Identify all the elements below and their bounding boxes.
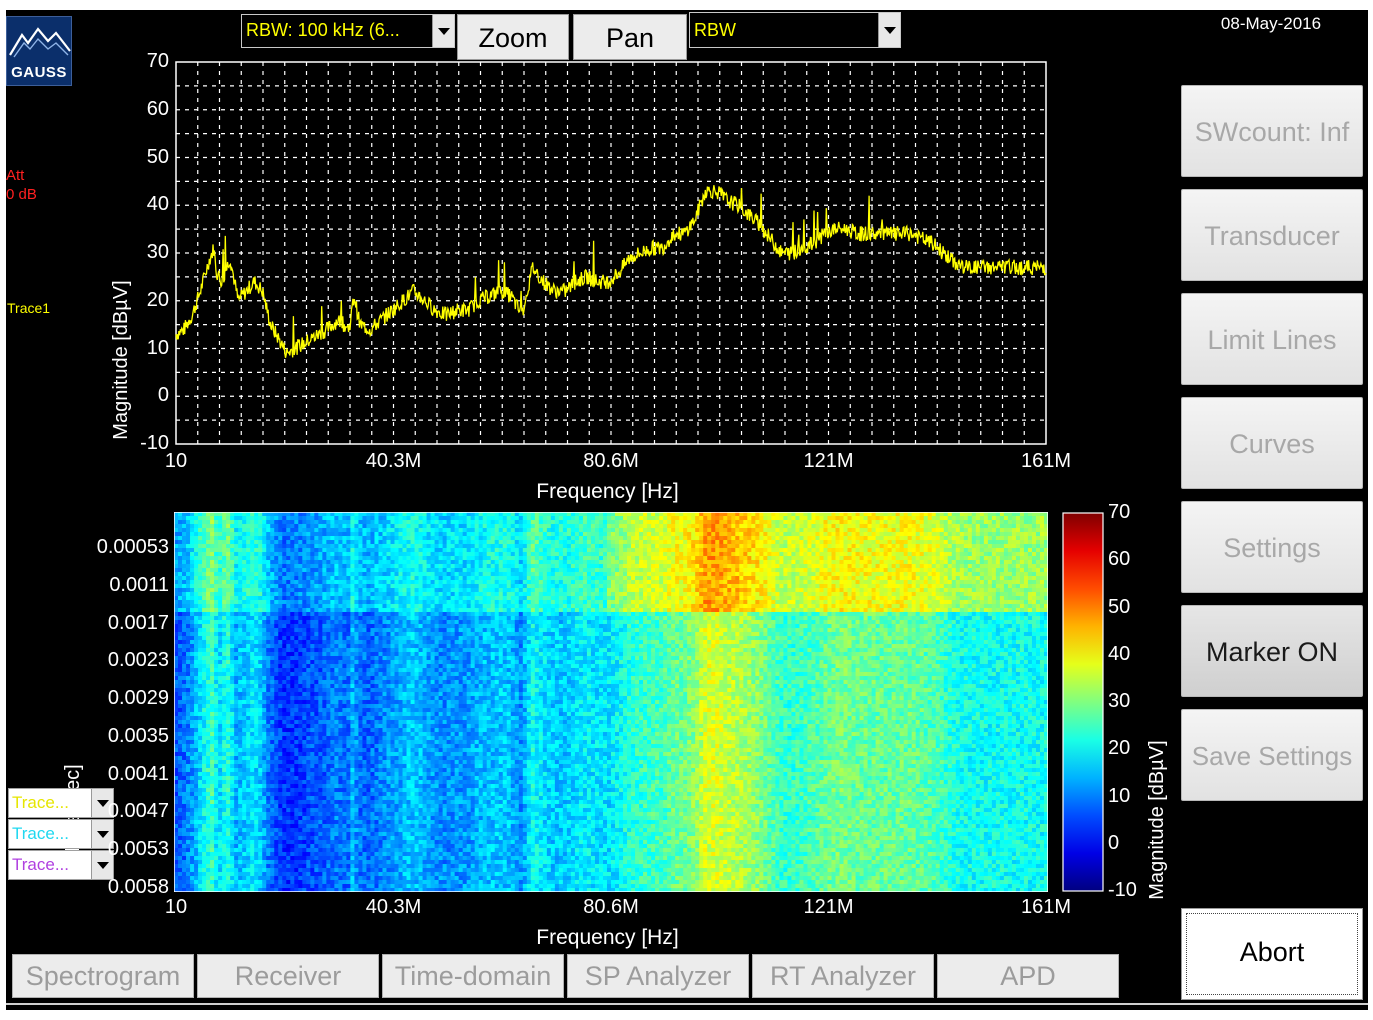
mode-dropdown-value: RBW	[694, 20, 736, 40]
y-tick-label: 0.0029	[108, 687, 169, 710]
colorbar-tick-label: 50	[1108, 596, 1130, 619]
x-tick-label: 121M	[769, 896, 889, 919]
abort-label: Abort	[1240, 937, 1305, 967]
y-tick-label: 40	[147, 193, 169, 216]
spectrum-plot[interactable]	[174, 60, 1048, 446]
spectrum-ylabel: Magnitude [dBµV]	[110, 250, 133, 470]
trace-selector-1[interactable]: Trace...	[8, 788, 114, 818]
curves-button[interactable]: Curves	[1181, 397, 1363, 489]
spectrum-axes-box	[175, 61, 1047, 445]
tab-spectrogram[interactable]: Spectrogram	[12, 954, 194, 998]
trace-selector-label: Trace...	[12, 793, 69, 812]
abort-button[interactable]: Abort	[1181, 908, 1363, 1000]
colorbar-label: Magnitude [dBµV]	[1146, 710, 1169, 930]
chevron-down-icon[interactable]	[432, 15, 454, 47]
y-tick-label: 0.0017	[108, 612, 169, 635]
zoom-button[interactable]: Zoom	[457, 14, 569, 60]
tab-time-domain[interactable]: Time-domain	[382, 954, 564, 998]
x-tick-label: 40.3M	[334, 450, 454, 473]
y-tick-label: 0.0053	[108, 838, 169, 861]
marker-on-button[interactable]: Marker ON	[1181, 605, 1363, 697]
colorbar-tick-label: 40	[1108, 643, 1130, 666]
colorbar-tick-label: 30	[1108, 690, 1130, 713]
y-tick-label: 0.0023	[108, 649, 169, 672]
y-tick-label: 60	[147, 98, 169, 121]
spectrogram-xlabel: Frequency [Hz]	[176, 926, 1039, 950]
y-tick-label: 0.0011	[109, 574, 169, 597]
swcount-button[interactable]: SWcount: Inf	[1181, 85, 1363, 177]
trace-selector-2[interactable]: Trace...	[8, 819, 114, 849]
save-settings-button[interactable]: Save Settings	[1181, 709, 1363, 801]
x-tick-label: 161M	[986, 896, 1106, 919]
transducer-button[interactable]: Transducer	[1181, 189, 1363, 281]
y-tick-label: 30	[147, 241, 169, 264]
tab-apd[interactable]: APD	[937, 954, 1119, 998]
x-tick-label: 80.6M	[551, 896, 671, 919]
gauss-logo: GAUSS	[6, 16, 72, 86]
pan-button[interactable]: Pan	[573, 14, 687, 60]
mountain-logo-icon	[9, 27, 71, 58]
rbw-dropdown-value: RBW: 100 kHz (6...	[246, 20, 400, 40]
x-tick-label: 161M	[986, 450, 1106, 473]
trace-selector-label: Trace...	[12, 855, 69, 874]
limit-lines-button[interactable]: Limit Lines	[1181, 293, 1363, 385]
chevron-down-icon[interactable]	[91, 851, 113, 879]
colorbar-tick-label: -10	[1108, 879, 1137, 902]
x-tick-label: 80.6M	[551, 450, 671, 473]
trace-selector-3[interactable]: Trace...	[8, 850, 114, 880]
spectrum-xlabel: Frequency [Hz]	[176, 480, 1039, 504]
trace-selector-label: Trace...	[12, 824, 69, 843]
colorbar-tick-label: 0	[1108, 832, 1119, 855]
colorbar-tick-label: 10	[1108, 785, 1130, 808]
date-label: 08-May-2016	[1196, 14, 1346, 34]
spectrogram-image[interactable]	[174, 512, 1048, 892]
y-tick-label: 70	[147, 50, 169, 73]
chevron-down-icon[interactable]	[91, 820, 113, 848]
y-tick-label: -10	[140, 432, 169, 455]
tab-sp-analyzer[interactable]: SP Analyzer	[567, 954, 749, 998]
x-tick-label: 10	[116, 450, 236, 473]
tab-receiver[interactable]: Receiver	[197, 954, 379, 998]
y-tick-label: 10	[147, 337, 169, 360]
settings-button[interactable]: Settings	[1181, 501, 1363, 593]
att-label: Att	[6, 166, 37, 185]
rbw-dropdown[interactable]: RBW: 100 kHz (6...	[241, 14, 455, 48]
spectrum-grid	[176, 62, 1046, 444]
attenuation-status: Att 0 dB	[6, 166, 37, 204]
colorbar-tick-label: 20	[1108, 737, 1130, 760]
y-tick-label: 0.0041	[108, 763, 169, 786]
analyzer-window: GAUSS RBW: 100 kHz (6... Zoom Pan RBW 08…	[6, 10, 1368, 1010]
x-tick-label: 40.3M	[334, 896, 454, 919]
y-tick-label: 20	[147, 289, 169, 312]
att-value: 0 dB	[6, 185, 37, 204]
chevron-down-icon[interactable]	[91, 789, 113, 817]
colorbar	[1062, 512, 1104, 892]
colorbar-tick-label: 60	[1108, 548, 1130, 571]
y-tick-label: 0.00053	[97, 536, 169, 559]
x-tick-label: 10	[116, 896, 236, 919]
x-tick-label: 121M	[769, 450, 889, 473]
y-tick-label: 0.0058	[108, 876, 169, 899]
trace-label: Trace1	[7, 300, 50, 316]
y-tick-label: 0.0035	[108, 725, 169, 748]
colorbar-gradient	[1062, 512, 1104, 892]
bottom-divider	[6, 1003, 1368, 1005]
colorbar-tick-label: 70	[1108, 501, 1130, 524]
trace-line	[175, 185, 1047, 358]
y-tick-label: 0	[158, 384, 169, 407]
chevron-down-icon[interactable]	[878, 13, 900, 47]
logo-text: GAUSS	[7, 64, 71, 81]
y-tick-label: 0.0047	[108, 800, 169, 823]
y-tick-label: 50	[147, 146, 169, 169]
mode-dropdown[interactable]: RBW	[689, 12, 901, 48]
tab-rt-analyzer[interactable]: RT Analyzer	[752, 954, 934, 998]
abort-focus-outline	[1186, 913, 1358, 995]
